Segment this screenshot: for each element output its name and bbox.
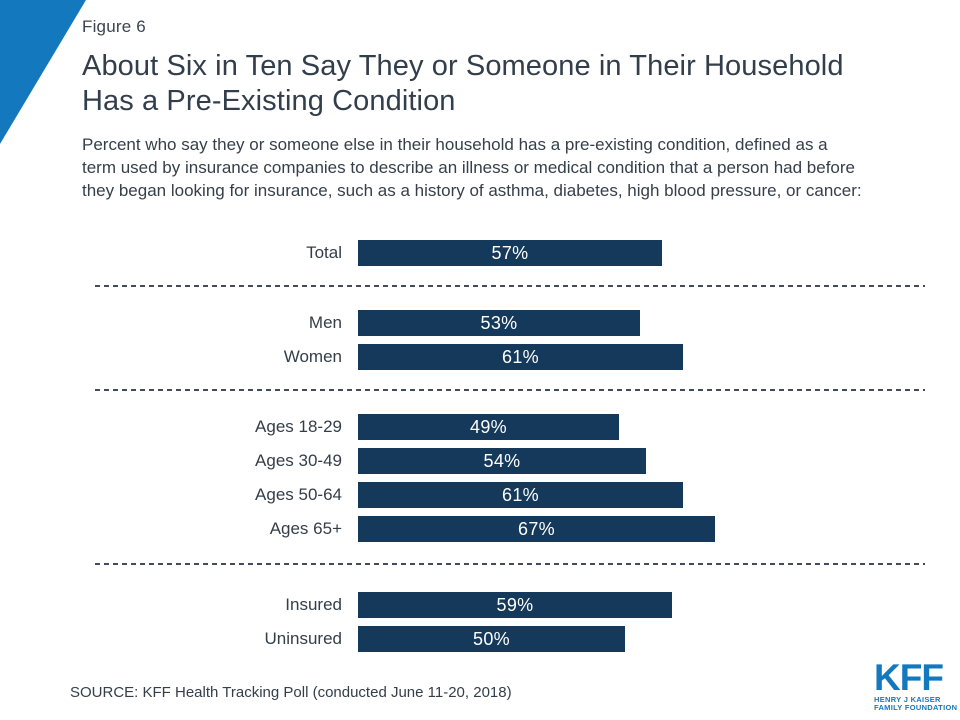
bar-value-label: 57% bbox=[491, 242, 529, 263]
bar-ages-50-64: 61% bbox=[358, 482, 683, 508]
bar-value-label: 54% bbox=[483, 450, 521, 471]
chart-title-line-1: About Six in Ten Say They or Someone in … bbox=[82, 50, 844, 82]
chart-subtitle-line-3: they began looking for insurance, such a… bbox=[82, 181, 862, 200]
bar-value-label: 59% bbox=[496, 594, 534, 615]
row-label: Insured bbox=[285, 595, 342, 614]
row-label: Ages 30-49 bbox=[255, 451, 342, 470]
bar-men: 53% bbox=[358, 310, 640, 336]
bar-chart: Total 57% Men 53% Women 61% Ages 18-29 4… bbox=[0, 240, 960, 652]
kff-logo-subtext-line-1: HENRY J KAISER bbox=[874, 695, 941, 704]
row-label: Ages 18-29 bbox=[255, 417, 342, 436]
source-text: SOURCE: KFF Health Tracking Poll (conduc… bbox=[70, 684, 512, 701]
chart-row-women: Women 61% bbox=[0, 344, 960, 370]
bar-value-label: 53% bbox=[480, 312, 518, 333]
row-label: Women bbox=[283, 347, 342, 366]
bar-value-label: 61% bbox=[502, 484, 539, 505]
chart-row-men: Men 53% bbox=[0, 310, 960, 336]
chart-row-ages-18-29: Ages 18-29 49% bbox=[0, 414, 960, 440]
bar-ages-65-plus: 67% bbox=[358, 516, 715, 542]
chart-row-uninsured: Uninsured 50% bbox=[0, 626, 960, 652]
chart-title-line-2: Has a Pre-Existing Condition bbox=[82, 85, 456, 117]
bar-ages-18-29: 49% bbox=[358, 414, 619, 440]
bar-insured: 59% bbox=[358, 592, 672, 618]
header: Figure 6 About Six in Ten Say They or So… bbox=[82, 16, 942, 202]
bar-uninsured: 50% bbox=[358, 626, 625, 652]
kff-logo-subtext-line-2: FAMILY FOUNDATION bbox=[874, 703, 958, 712]
bar-value-label: 49% bbox=[470, 416, 507, 437]
chart-subtitle-line-2: term used by insurance companies to desc… bbox=[82, 158, 855, 177]
bar-ages-30-49: 54% bbox=[358, 448, 646, 474]
row-label: Ages 65+ bbox=[269, 519, 342, 538]
group-divider bbox=[95, 389, 925, 391]
chart-row-ages-30-49: Ages 30-49 54% bbox=[0, 448, 960, 474]
bar-women: 61% bbox=[358, 344, 683, 370]
row-label: Total bbox=[306, 243, 342, 262]
group-divider bbox=[95, 285, 925, 287]
bar-total: 57% bbox=[358, 240, 662, 266]
chart-row-total: Total 57% bbox=[0, 240, 960, 266]
bar-value-label: 61% bbox=[502, 346, 539, 367]
row-label: Uninsured bbox=[264, 629, 343, 648]
figure-label: Figure 6 bbox=[82, 17, 146, 36]
chart-row-insured: Insured 59% bbox=[0, 592, 960, 618]
corner-triangle-decoration bbox=[0, 0, 86, 144]
group-divider bbox=[95, 563, 925, 565]
chart-title: About Six in Ten Say They or Someone in … bbox=[82, 49, 942, 119]
chart-subtitle: Percent who say they or someone else in … bbox=[82, 133, 942, 202]
bar-value-label: 67% bbox=[518, 518, 555, 539]
chart-row-ages-50-64: Ages 50-64 61% bbox=[0, 482, 960, 508]
bar-value-label: 50% bbox=[473, 628, 510, 649]
kff-logo-text: KFF bbox=[874, 657, 944, 698]
row-label: Men bbox=[308, 313, 342, 332]
kff-logo: KFF HENRY J KAISER FAMILY FOUNDATION bbox=[874, 657, 958, 712]
chart-row-ages-65-plus: Ages 65+ 67% bbox=[0, 516, 960, 542]
chart-subtitle-line-1: Percent who say they or someone else in … bbox=[82, 135, 828, 154]
row-label: Ages 50-64 bbox=[255, 485, 342, 504]
